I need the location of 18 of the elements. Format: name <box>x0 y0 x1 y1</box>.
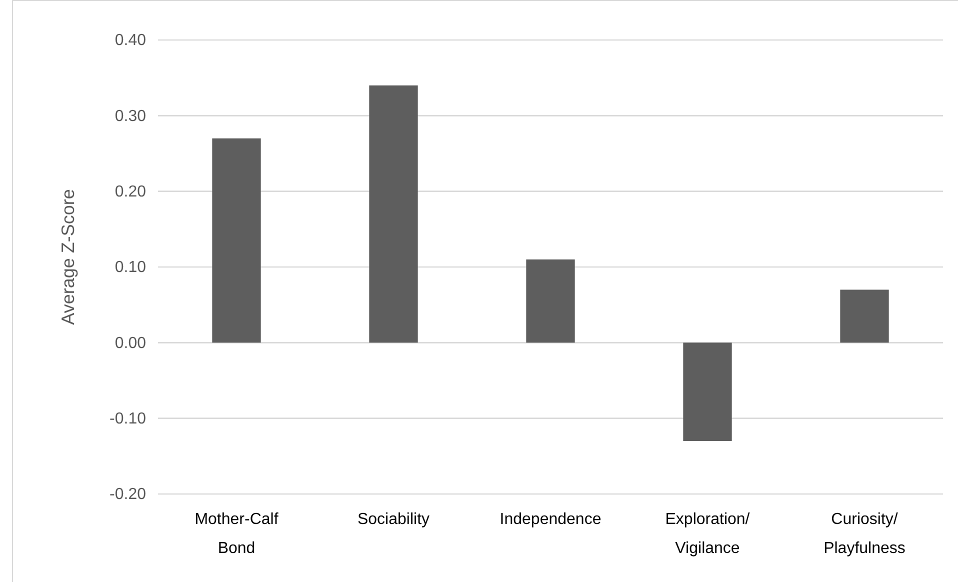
y-tick-label: 0.30 <box>114 108 146 125</box>
x-tick-label: Curiosity/Playfulness <box>824 511 906 557</box>
y-tick-label: 0.00 <box>114 334 146 352</box>
x-tick-label: Exploration/Vigilance <box>665 511 750 557</box>
bar <box>840 290 889 343</box>
x-tick-label: Sociability <box>357 511 430 528</box>
x-tick-label: Independence <box>500 511 602 528</box>
bar <box>683 342 732 442</box>
y-tick-label: -0.20 <box>110 486 146 504</box>
bar <box>212 138 261 343</box>
bar <box>526 259 575 343</box>
bar <box>369 85 418 343</box>
x-tick-label: Mother-Calf Bond <box>194 511 279 557</box>
y-tick-label: 0.20 <box>114 183 146 200</box>
y-tick-label: 0.40 <box>114 32 146 50</box>
y-tick-label: 0.10 <box>114 259 146 276</box>
y-axis-title: Average Z-Score <box>58 189 78 325</box>
y-tick-label: -0.10 <box>110 410 146 428</box>
